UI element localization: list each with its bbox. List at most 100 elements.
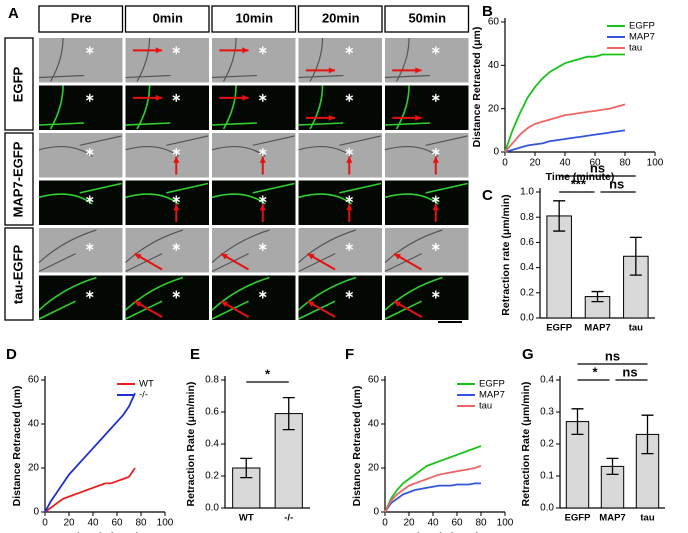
y-tick-label: 0.8	[520, 212, 534, 223]
micrograph	[125, 180, 209, 225]
y-tick-label: 0.2	[520, 287, 534, 298]
legend-label: tau	[479, 401, 492, 412]
y-axis-label: Distance Retracted (μm)	[11, 386, 23, 507]
micrograph	[38, 275, 123, 320]
x-tick-label: -/-	[284, 513, 293, 524]
x-tick-label: 100	[647, 158, 664, 169]
column-header: 0min	[153, 10, 183, 25]
micrograph	[298, 180, 382, 225]
x-axis-label: Time (minute)	[546, 171, 615, 183]
y-tick-label: 40	[28, 419, 40, 430]
y-tick-label: 20	[368, 463, 380, 474]
y-tick-label: 0.1	[540, 471, 554, 482]
asterisk	[431, 95, 440, 101]
x-tick-label: tau	[629, 323, 643, 334]
neurite	[298, 85, 344, 130]
y-tick-label: 0.2	[540, 439, 554, 450]
micrograph	[297, 275, 382, 320]
micrograph	[298, 133, 382, 178]
arrow-head	[173, 203, 180, 211]
y-tick-label: 0.3	[540, 407, 554, 418]
panel-letter: F	[345, 346, 354, 363]
micrograph	[211, 37, 296, 83]
y-tick-label: 20	[28, 463, 40, 474]
image-bg	[212, 180, 296, 225]
y-axis-label: Retraction Rate (μm/min)	[185, 382, 197, 507]
micrograph	[125, 85, 209, 130]
micrograph	[298, 228, 382, 273]
row-label: MAP7-EGFP	[10, 141, 25, 217]
x-tick-label: 20	[529, 158, 541, 169]
neurite	[38, 229, 97, 273]
y-tick-label: 1.0	[520, 187, 534, 198]
micrograph	[38, 133, 123, 178]
data-line	[384, 445, 482, 513]
row-label: tau-EGFP	[10, 245, 25, 305]
neurite	[38, 85, 84, 130]
neurite	[125, 182, 209, 205]
micrograph	[211, 180, 296, 225]
micrograph	[125, 133, 209, 178]
micrograph	[384, 228, 469, 273]
column-header-box	[384, 5, 470, 33]
x-tick-label: 100	[157, 518, 174, 529]
y-tick-label: 60	[368, 375, 380, 386]
asterisk	[258, 47, 267, 53]
column-header-box	[38, 5, 124, 33]
y-tick-label: 60	[28, 375, 40, 386]
micrograph	[211, 275, 296, 320]
data-line	[504, 103, 626, 153]
asterisk	[258, 291, 267, 298]
asterisk	[172, 149, 181, 155]
asterisk	[85, 149, 94, 155]
legend-label: MAP7	[479, 390, 505, 401]
data-line	[384, 464, 482, 513]
neurite	[211, 182, 295, 205]
significance-label: *	[592, 364, 598, 379]
x-tick-label: WT	[239, 513, 254, 524]
panel-letter: D	[6, 346, 17, 363]
asterisk	[258, 196, 267, 203]
asterisk	[85, 47, 94, 53]
y-tick-label: 0	[33, 507, 39, 518]
legend-label: EGFP	[479, 379, 505, 390]
x-tick-label: 80	[135, 518, 147, 529]
x-tick-label: 20	[63, 518, 75, 529]
asterisk	[431, 47, 440, 53]
neurite	[38, 37, 84, 82]
arrow-head	[221, 253, 229, 260]
arrow-head	[328, 67, 336, 74]
arrow-head	[307, 301, 315, 307]
y-tick-label: 40	[488, 60, 500, 71]
significance-label: *	[265, 366, 271, 381]
image-bg	[125, 133, 209, 178]
y-tick-label: 0.2	[205, 471, 219, 482]
asterisk	[258, 149, 267, 155]
arrow-head	[415, 114, 422, 121]
micrograph	[125, 37, 209, 83]
micrograph	[384, 133, 469, 178]
neurite	[384, 85, 430, 130]
neurite	[298, 182, 382, 205]
x-tick-label: 0	[42, 518, 48, 529]
y-tick-label: 0.4	[520, 262, 534, 273]
micrograph	[38, 85, 123, 130]
y-tick-label: 20	[488, 103, 500, 114]
arrow-head	[328, 114, 336, 121]
data-line	[44, 392, 136, 513]
asterisk	[345, 291, 354, 298]
asterisk	[431, 196, 440, 203]
micrograph	[38, 180, 123, 225]
y-tick-label: 60	[488, 17, 500, 28]
y-tick-label: 0	[373, 507, 379, 518]
column-header: 50min	[408, 10, 446, 25]
arrow-head	[173, 156, 180, 163]
neurite	[384, 135, 468, 157]
asterisk	[258, 95, 267, 101]
arrow-head	[432, 156, 439, 163]
column-header: 20min	[322, 10, 360, 25]
arrow-head	[242, 47, 249, 54]
row-label: EGFP	[10, 66, 25, 102]
arrow-head	[432, 203, 439, 211]
arrow-head	[134, 253, 142, 260]
